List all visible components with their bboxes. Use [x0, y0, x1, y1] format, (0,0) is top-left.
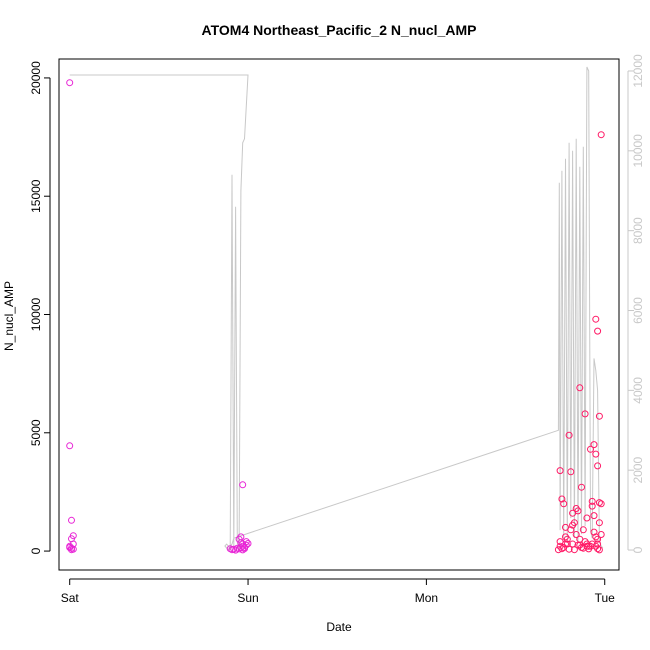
- data-point: [592, 315, 600, 323]
- data-point: [66, 544, 74, 551]
- data-point: [595, 519, 603, 527]
- data-point: [237, 533, 245, 541]
- data-point: [594, 545, 602, 553]
- x-tick-label: Mon: [415, 591, 438, 605]
- data-point: [597, 500, 605, 508]
- x-tick-label: Sun: [237, 591, 258, 605]
- data-point: [68, 516, 75, 524]
- data-point: [239, 481, 247, 489]
- data-point: [560, 500, 568, 508]
- data-point: [597, 131, 605, 139]
- data-point: [239, 546, 247, 554]
- data-point: [594, 462, 602, 470]
- data-point: [583, 514, 591, 522]
- data-point: [579, 544, 587, 552]
- data-point: [569, 540, 577, 548]
- data-point: [595, 546, 603, 554]
- y2-tick-label: 0: [631, 546, 645, 553]
- data-point: [590, 441, 598, 449]
- data-point: [565, 431, 573, 439]
- data-point: [558, 545, 566, 553]
- data-point: [66, 79, 74, 87]
- data-point: [562, 523, 569, 531]
- data-point: [576, 535, 584, 543]
- data-point: [563, 535, 571, 543]
- data-point: [594, 327, 602, 335]
- x-tick-label: Tue: [595, 591, 616, 605]
- y-axis-label: N_nucl_AMP: [2, 281, 16, 351]
- data-point: [594, 535, 602, 543]
- data-point: [576, 384, 584, 392]
- data-point: [572, 531, 580, 538]
- y-tick-label: 20000: [29, 61, 43, 95]
- data-point: [242, 541, 250, 549]
- data-point: [590, 512, 598, 520]
- data-point: [565, 545, 573, 553]
- data-point: [595, 499, 603, 507]
- data-point: [587, 445, 594, 453]
- data-point: [595, 412, 603, 420]
- y2-tick-label: 8000: [631, 217, 645, 244]
- y-tick-label: 10000: [29, 297, 43, 331]
- data-point: [569, 521, 577, 529]
- series-line-0: [69, 66, 604, 551]
- data-point: [242, 538, 250, 546]
- data-point: [556, 538, 564, 546]
- data-point: [583, 542, 591, 550]
- data-point: [68, 546, 75, 554]
- data-point: [556, 467, 564, 475]
- data-point: [558, 495, 566, 503]
- y2-tick-label: 6000: [631, 297, 645, 324]
- y-axis-left: 0 5000 10000 15000 20000: [29, 61, 51, 554]
- y2-tick-label: 10000: [631, 134, 645, 168]
- y2-tick-label: 4000: [631, 377, 645, 404]
- y-tick-label: 0: [29, 547, 43, 554]
- x-tick-label: Sat: [61, 591, 80, 605]
- data-point: [562, 533, 569, 541]
- data-point: [66, 442, 74, 450]
- data-point: [244, 540, 252, 547]
- data-point: [578, 483, 585, 491]
- data-point: [574, 507, 582, 515]
- data-point: [588, 502, 596, 510]
- y-tick-label: 15000: [29, 179, 43, 213]
- data-point: [235, 535, 243, 543]
- data-point: [597, 531, 605, 538]
- y-axis-right: 0 2000 4000 6000 8000 10000 12000: [627, 54, 645, 553]
- data-point: [590, 528, 598, 536]
- data-point: [241, 545, 248, 553]
- data-point: [567, 468, 575, 476]
- y-tick-label: 5000: [29, 419, 43, 446]
- series-points: [66, 79, 605, 554]
- series-lines: [69, 66, 604, 551]
- y2-tick-label: 12000: [631, 54, 645, 88]
- y2-tick-label: 2000: [631, 457, 645, 484]
- data-point: [581, 410, 589, 418]
- data-point: [588, 497, 596, 505]
- x-axis-label: Date: [326, 620, 352, 634]
- x-axis: Sat Sun Mon Tue: [61, 578, 616, 605]
- chart-title: ATOM4 Northeast_Pacific_2 N_nucl_AMP: [202, 22, 477, 38]
- plot-frame: [58, 58, 620, 571]
- data-point: [579, 526, 587, 534]
- data-point: [592, 450, 600, 458]
